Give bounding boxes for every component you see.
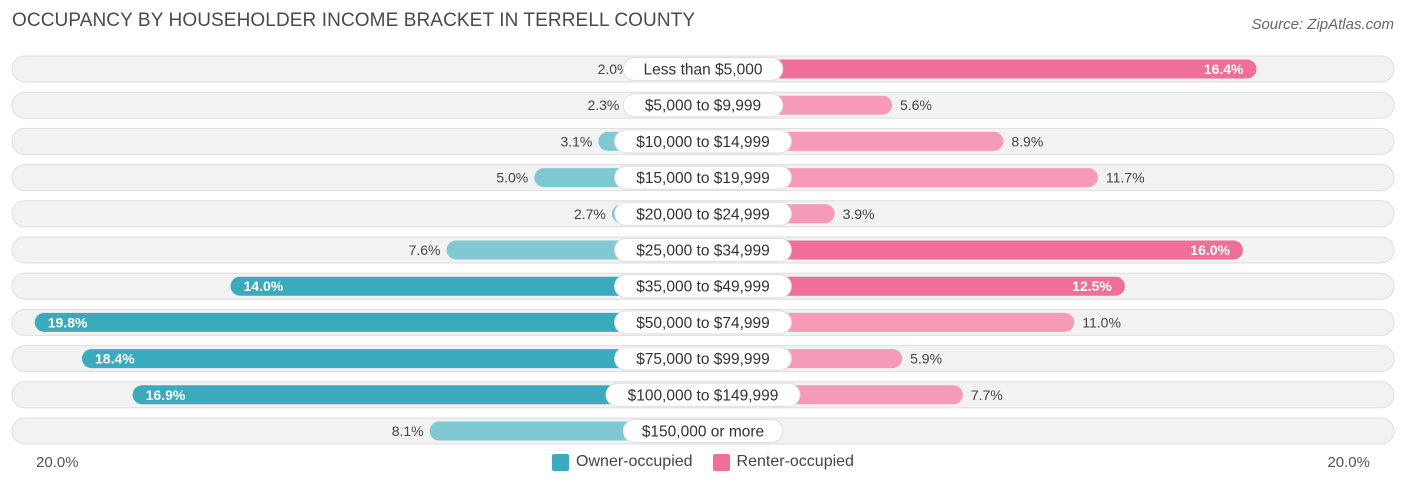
category-label: Less than $5,000 [644,62,763,79]
legend-swatch-renter [712,453,730,471]
owner-bar [82,349,703,369]
owner-value-label: 2.7% [574,206,606,222]
owner-value-label: 14.0% [244,278,284,294]
legend-item-renter: Renter-occupied [712,453,854,471]
owner-value-label: 2.0% [598,61,630,77]
owner-value-label: 2.3% [587,97,619,113]
renter-bar [703,240,1243,260]
chart-area: 2.0% 16.4% Less than $5,000 2.3% 5.6% $5,000 … [11,55,1395,445]
category-label: $100,000 to $149,999 [628,387,779,404]
renter-value-label: 12.5% [1072,278,1112,294]
category-label: $20,000 to $24,999 [636,206,770,223]
category-label: $15,000 to $19,999 [636,170,770,187]
renter-bar [703,59,1257,79]
renter-value-label: 7.7% [971,387,1003,403]
owner-value-label: 3.1% [560,133,592,149]
owner-value-label: 8.1% [392,423,424,439]
renter-value-label: 11.0% [1082,314,1121,330]
axis-left-label: 20.0% [36,454,79,471]
category-label-pill [622,419,784,443]
category-label: $10,000 to $14,999 [636,134,770,151]
renter-value-label: 11.7% [1106,170,1145,186]
renter-bar [703,312,1075,332]
renter-bar [703,276,1125,296]
category-label-pill [614,310,792,335]
renter-value-label: 5.6% [900,97,932,113]
owner-value-label: 5.0% [496,170,528,186]
renter-value-label: 16.4% [1204,61,1244,77]
owner-bar [132,385,703,405]
owner-value-label: 19.8% [48,314,88,330]
renter-value-label: 5.9% [910,351,942,367]
category-label: $150,000 or more [642,424,764,441]
legend-label-owner: Owner-occupied [576,453,693,470]
owner-value-label: 7.6% [409,242,441,258]
category-label: $35,000 to $49,999 [636,279,770,296]
category-label: $75,000 to $99,999 [636,351,770,368]
legend-item-owner: Owner-occupied [552,453,693,471]
source-label: Source: ZipAtlas.com [1251,16,1394,33]
renter-value-label: 3.9% [843,206,875,222]
renter-value-label: 16.0% [1190,242,1230,258]
axis-right-label: 20.0% [1327,454,1370,471]
owner-bar [230,276,703,296]
category-label-pill [605,382,801,407]
category-label-pill [614,274,792,299]
category-label-pill [614,201,792,226]
category-label: $25,000 to $34,999 [636,243,770,260]
category-label: $5,000 to $9,999 [645,98,761,115]
owner-value-label: 16.9% [146,387,186,403]
category-label: $50,000 to $74,999 [636,315,770,332]
legend: Owner-occupied Renter-occupied [0,453,1406,471]
category-label-pill [614,346,792,371]
category-label-pill [622,93,784,118]
legend-swatch-owner [552,453,570,471]
owner-value-label: 18.4% [95,351,135,367]
legend-label-renter: Renter-occupied [736,453,854,470]
renter-bar [703,168,1098,188]
renter-value-label: 8.9% [1011,133,1043,149]
category-label-pill [622,57,784,81]
category-label-pill [614,129,792,154]
category-label-pill [614,238,792,262]
category-label-pill [614,165,792,190]
owner-bar [34,312,703,332]
chart-title: OCCUPANCY BY HOUSEHOLDER INCOME BRACKET … [12,10,696,31]
